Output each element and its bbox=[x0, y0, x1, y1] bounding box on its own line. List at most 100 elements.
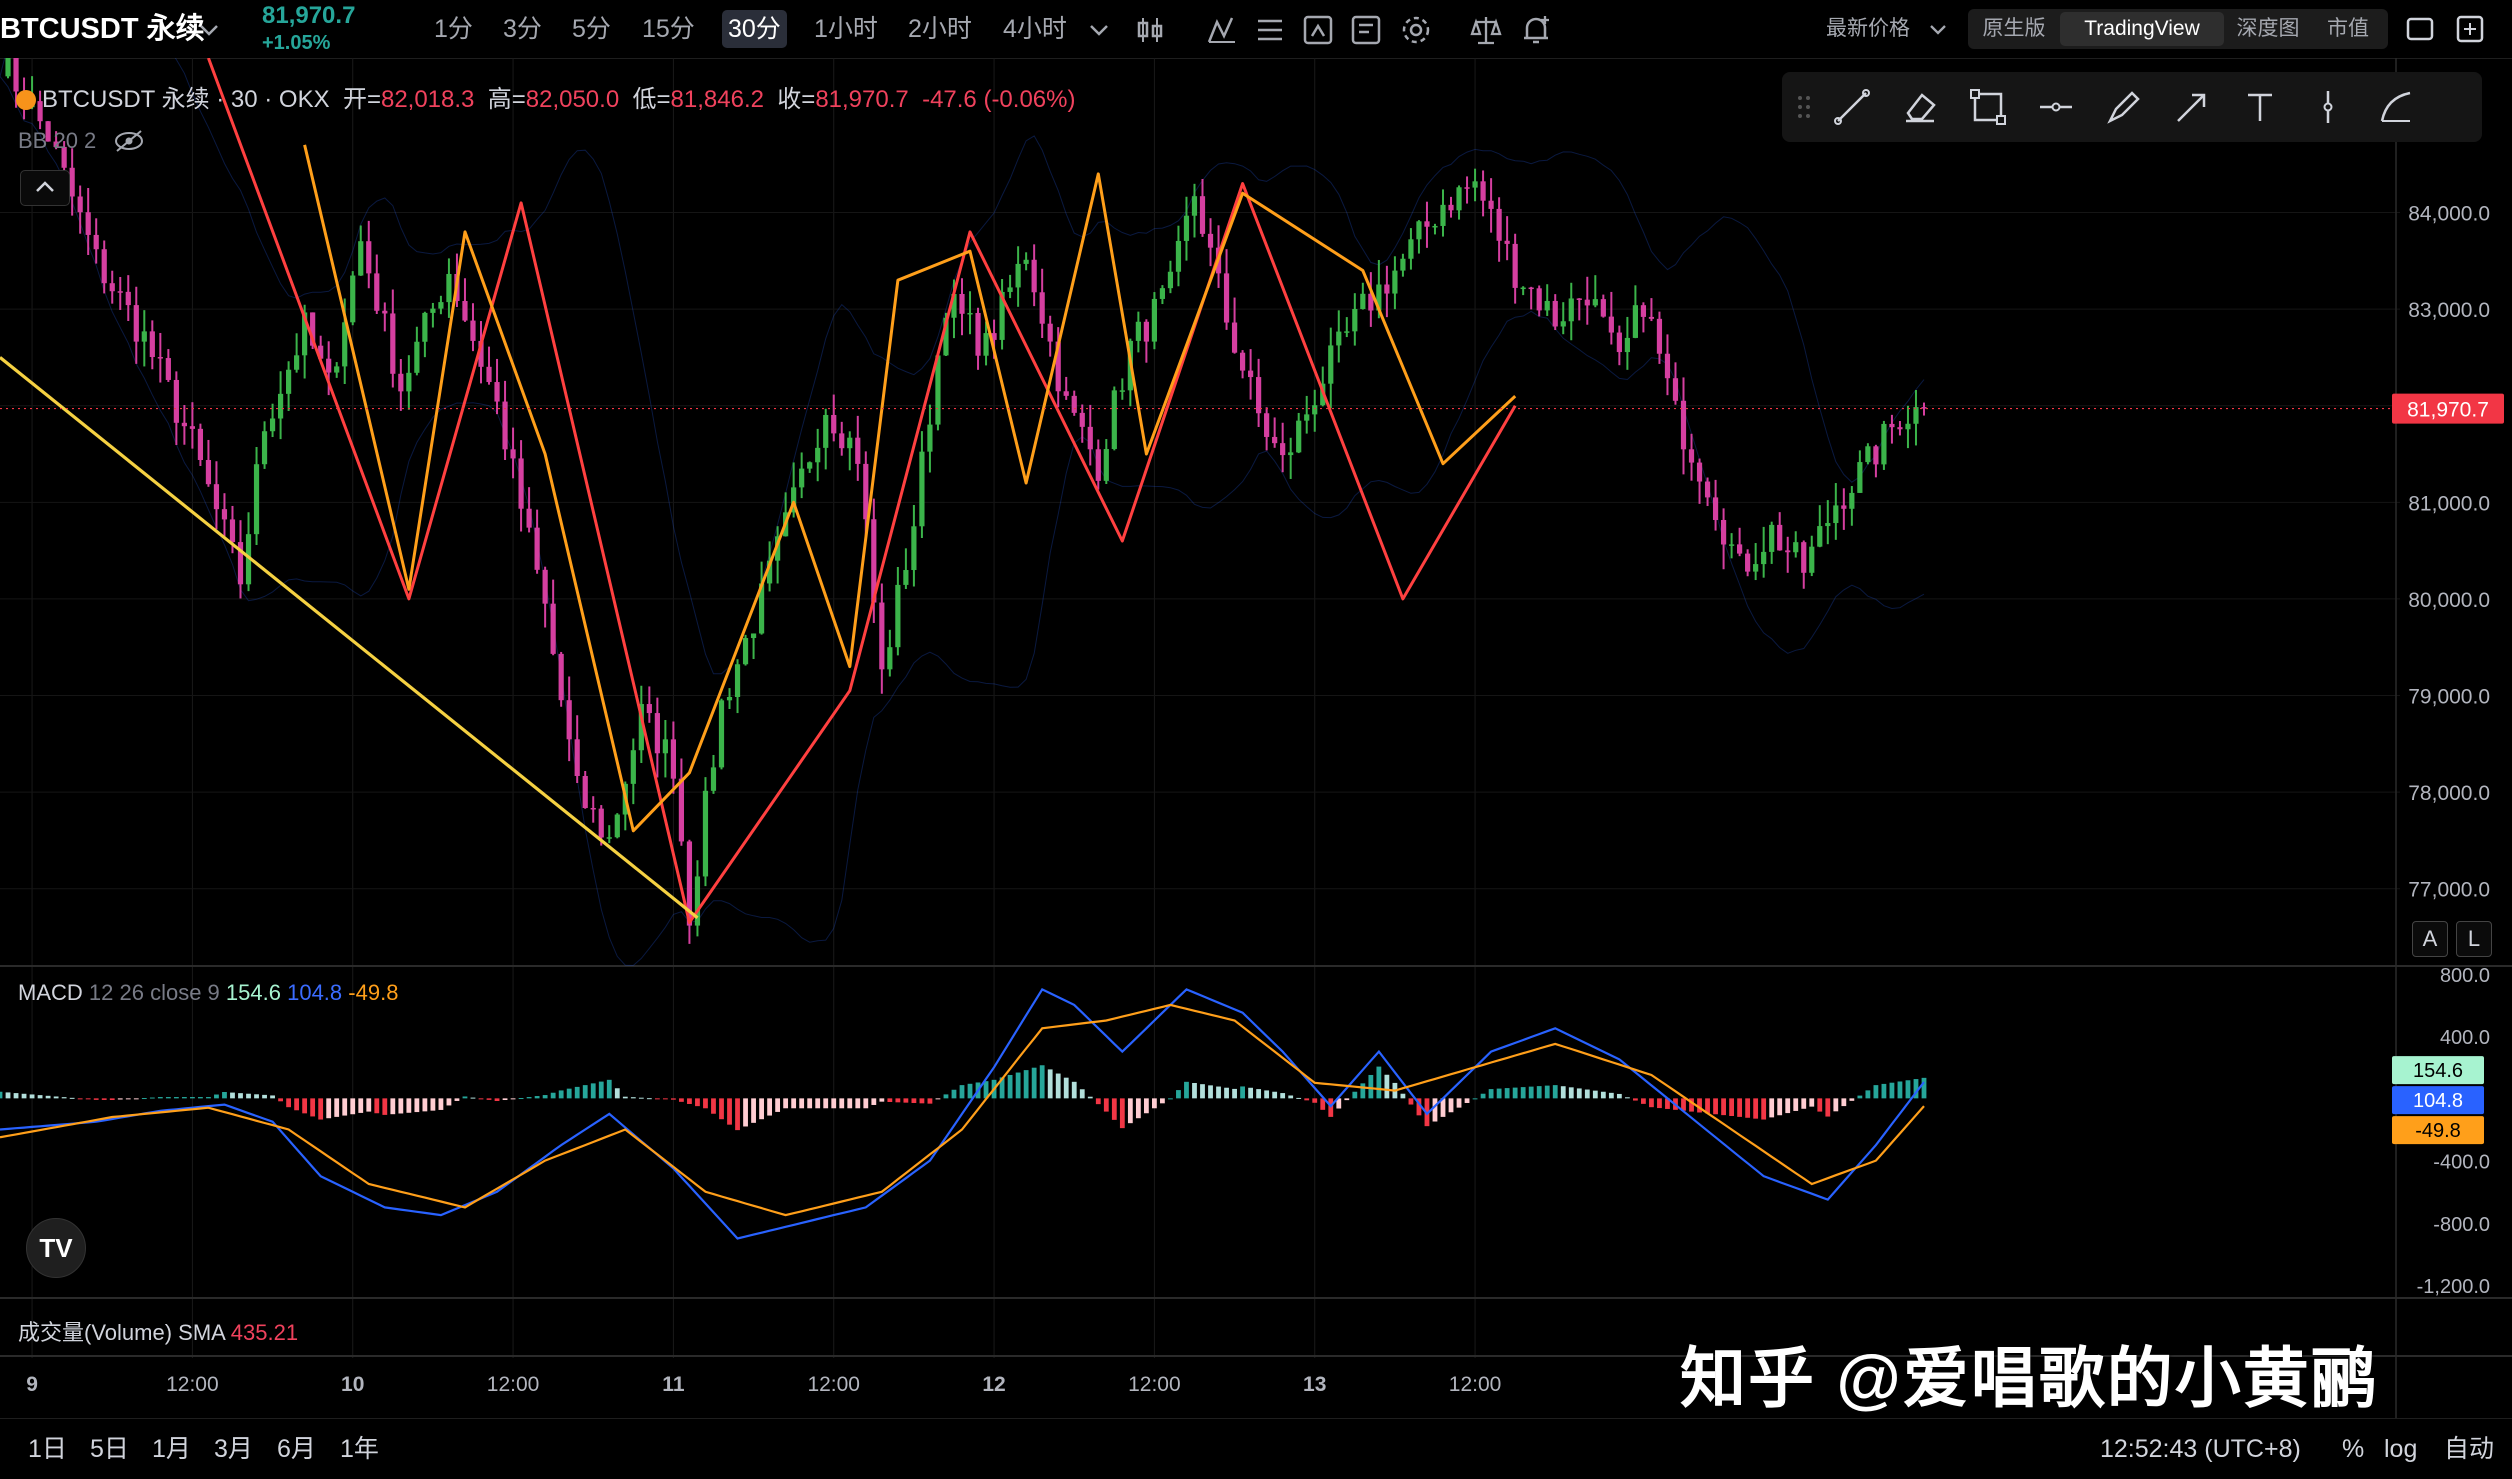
view-depth[interactable]: 深度图 bbox=[2236, 17, 2300, 40]
candle-body bbox=[855, 437, 861, 464]
macd-histogram-bar bbox=[1785, 1098, 1791, 1114]
candle-body bbox=[1600, 299, 1606, 317]
view-marketcap[interactable]: 市值 bbox=[2327, 17, 2369, 40]
candle-body bbox=[237, 542, 244, 585]
macd-histogram-bar bbox=[1665, 1098, 1670, 1109]
candle-body bbox=[1560, 321, 1566, 327]
horizontal-ray-icon[interactable] bbox=[2036, 87, 2076, 127]
macd-histogram-bar bbox=[622, 1096, 628, 1099]
range-6m[interactable]: 6月 bbox=[277, 1435, 316, 1463]
time-axis[interactable]: 9 12:00 10 12:00 11 12:00 12 12:00 13 12:00 bbox=[26, 1373, 1501, 1396]
auto-scale-button[interactable]: A bbox=[2412, 921, 2448, 957]
macd-histogram-bar bbox=[1528, 1086, 1534, 1099]
macd-histogram-bar bbox=[1336, 1098, 1342, 1109]
macd-histogram-bar bbox=[1793, 1098, 1799, 1111]
vertical-line-icon[interactable] bbox=[2308, 87, 2348, 127]
percent-toggle[interactable]: % bbox=[2342, 1435, 2365, 1463]
macd-histogram-bar bbox=[775, 1098, 781, 1112]
macd-histogram-bar bbox=[1568, 1087, 1574, 1099]
tf-30m[interactable]: 30分 bbox=[722, 10, 787, 48]
candle-body bbox=[1576, 298, 1582, 300]
replay-icon[interactable] bbox=[1300, 12, 1336, 48]
compare-scale-icon[interactable] bbox=[1468, 12, 1504, 48]
candle-body bbox=[318, 345, 324, 359]
candle-body bbox=[1488, 200, 1494, 209]
macd-axis[interactable]: 800.0 400.0 -400.0 -800.0 -1,200.0 154.6 104.8… bbox=[2392, 965, 2490, 1298]
candle-body bbox=[334, 366, 340, 373]
range-1d[interactable]: 1日 bbox=[28, 1435, 67, 1463]
macd-histogram-bar bbox=[903, 1098, 909, 1103]
curve-tool-icon[interactable] bbox=[2376, 87, 2416, 127]
tf-1m[interactable]: 1分 bbox=[434, 15, 473, 43]
symbol-name[interactable]: BTCUSDT 永续 bbox=[0, 0, 205, 58]
log-toggle[interactable]: log bbox=[2384, 1435, 2418, 1463]
tf-2h[interactable]: 2小时 bbox=[908, 15, 972, 43]
tf-15m[interactable]: 15分 bbox=[642, 15, 695, 43]
candle-body bbox=[815, 447, 821, 463]
layout-list-icon[interactable] bbox=[1252, 12, 1288, 48]
candle-body bbox=[1296, 420, 1302, 453]
rectangle-icon[interactable] bbox=[1968, 87, 2008, 127]
macd-histogram-bar bbox=[101, 1098, 107, 1100]
tf-1h[interactable]: 1小时 bbox=[814, 15, 878, 43]
candle-body bbox=[1552, 300, 1558, 327]
range-3m[interactable]: 3月 bbox=[214, 1435, 253, 1463]
view-native[interactable]: 原生版 bbox=[1982, 17, 2046, 40]
settings-gear-icon[interactable] bbox=[1398, 12, 1434, 48]
tf-5m[interactable]: 5分 bbox=[572, 15, 611, 43]
chart-area[interactable]: 84,000.0 83,000.0 81,000.0 80,000.0 79,000.0… bbox=[0, 58, 2512, 1418]
macd-histogram-bar bbox=[262, 1094, 267, 1099]
bb-indicator-legend[interactable]: BB 20 2 bbox=[18, 128, 146, 154]
time-tick-label: 12:00 bbox=[1449, 1373, 1502, 1396]
price-axis[interactable]: 84,000.0 83,000.0 81,000.0 80,000.0 79,000.0… bbox=[2392, 203, 2504, 902]
brush-icon[interactable] bbox=[2104, 87, 2144, 127]
price-type-select[interactable]: 最新价格 bbox=[1826, 0, 1910, 58]
candle-body bbox=[1119, 390, 1125, 392]
candle-body bbox=[1656, 318, 1663, 354]
range-1m[interactable]: 1月 bbox=[152, 1435, 191, 1463]
candle-body bbox=[590, 807, 596, 810]
fullscreen-icon[interactable] bbox=[2454, 13, 2486, 45]
range-5d[interactable]: 5日 bbox=[90, 1435, 129, 1463]
hide-eye-icon[interactable] bbox=[112, 129, 146, 153]
candle-body bbox=[1464, 187, 1470, 189]
candle-body bbox=[141, 331, 147, 342]
collapse-legend-button[interactable] bbox=[20, 170, 70, 206]
candle-body bbox=[1408, 239, 1414, 259]
drag-handle-icon[interactable] bbox=[1796, 94, 1812, 120]
candlestick-series bbox=[5, 58, 1927, 944]
alert-template-icon[interactable] bbox=[1348, 12, 1384, 48]
tf-4h[interactable]: 4小时 bbox=[1003, 15, 1067, 43]
macd-histogram-bar bbox=[847, 1098, 853, 1109]
candle-body bbox=[1183, 215, 1190, 241]
text-tool-icon[interactable] bbox=[2240, 87, 2280, 127]
macd-histogram-bar bbox=[366, 1098, 372, 1112]
auto-toggle[interactable]: 自动 bbox=[2444, 1435, 2495, 1463]
candle-body bbox=[406, 372, 412, 392]
window-icon[interactable] bbox=[2404, 13, 2436, 45]
macd-histogram-bar bbox=[478, 1098, 484, 1100]
eraser-icon[interactable] bbox=[1900, 87, 1940, 127]
clock-time[interactable]: 12:52:43 (UTC+8) bbox=[2100, 1435, 2301, 1463]
tf-3m[interactable]: 3分 bbox=[503, 15, 542, 43]
range-1y[interactable]: 1年 bbox=[340, 1435, 379, 1463]
chevron-down-icon[interactable] bbox=[1088, 20, 1110, 40]
view-tradingview[interactable]: TradingView bbox=[2060, 12, 2224, 46]
candle-body bbox=[1865, 446, 1871, 463]
log-scale-button[interactable]: L bbox=[2456, 921, 2492, 957]
candle-body bbox=[911, 526, 917, 571]
candle-body bbox=[221, 509, 228, 520]
macd-histogram-bar bbox=[1849, 1098, 1855, 1101]
candle-type-icon[interactable] bbox=[1132, 12, 1168, 48]
macd-histogram-bar bbox=[133, 1098, 139, 1100]
arrow-line-icon[interactable] bbox=[2172, 87, 2212, 127]
alert-bell-icon[interactable] bbox=[1518, 12, 1554, 48]
bb-label: BB 20 2 bbox=[18, 128, 97, 153]
chevron-down-icon[interactable] bbox=[198, 20, 220, 40]
trend-line-icon[interactable] bbox=[1832, 87, 1872, 127]
indicators-icon[interactable] bbox=[1204, 12, 1240, 48]
price-tick-label: 77,000.0 bbox=[2408, 879, 2490, 902]
candle-body bbox=[486, 366, 492, 383]
chevron-down-icon[interactable] bbox=[1928, 21, 1948, 39]
tradingview-logo[interactable]: TV bbox=[26, 1218, 86, 1278]
